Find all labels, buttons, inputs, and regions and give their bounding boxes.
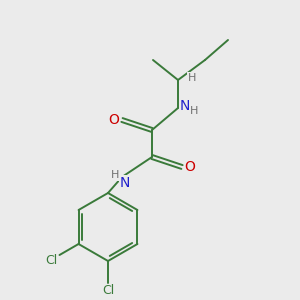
Text: O: O (109, 113, 119, 127)
Text: Cl: Cl (102, 284, 114, 298)
Text: N: N (120, 176, 130, 190)
Text: Cl: Cl (45, 254, 58, 266)
Text: N: N (180, 99, 190, 113)
Text: O: O (184, 160, 195, 174)
Text: H: H (111, 170, 119, 180)
Text: H: H (188, 73, 196, 83)
Text: H: H (190, 106, 198, 116)
